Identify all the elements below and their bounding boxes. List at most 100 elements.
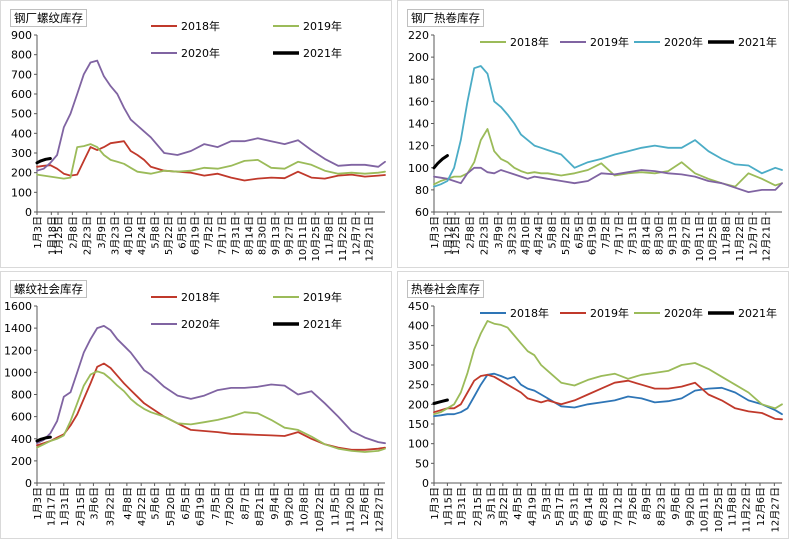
x-tick-label: 8月30日 bbox=[257, 216, 269, 255]
x-tick-label: 4月5日 bbox=[512, 487, 524, 520]
x-tick-label: 1月25日 bbox=[53, 216, 65, 255]
x-tick-label: 6月5日 bbox=[573, 216, 585, 249]
legend-label: 2020年 bbox=[181, 317, 220, 331]
series-line-3 bbox=[35, 157, 52, 165]
x-tick-label: 10月11日 bbox=[699, 487, 711, 532]
x-tick-label: 9月13日 bbox=[667, 216, 679, 255]
x-tick-label: 3月22日 bbox=[498, 487, 510, 526]
series-line-0 bbox=[433, 128, 783, 188]
y-tick-label: 60 bbox=[415, 206, 429, 219]
x-tick-label: 4月10日 bbox=[123, 216, 135, 255]
x-tick-label: 12月21日 bbox=[761, 216, 773, 261]
x-tick-label: 7月31日 bbox=[627, 216, 639, 255]
x-tick-label: 6月28日 bbox=[598, 487, 610, 526]
legend-label: 2020年 bbox=[181, 46, 220, 60]
legend-label: 2021年 bbox=[738, 306, 777, 320]
series-line-3 bbox=[432, 398, 449, 405]
x-tick-label: 8月30日 bbox=[654, 216, 666, 255]
chart-title: 热卷社会库存 bbox=[407, 280, 484, 298]
y-tick-label: 200 bbox=[408, 51, 429, 64]
y-tick-label: 400 bbox=[408, 320, 429, 333]
x-tick-label: 9月27日 bbox=[283, 216, 295, 255]
x-tick-label: 3月1日 bbox=[485, 487, 497, 520]
x-tick-label: 1月15日 bbox=[442, 487, 454, 526]
x-tick-label: 3月23日 bbox=[506, 216, 518, 255]
series-line-1 bbox=[433, 373, 783, 421]
legend-label: 2018年 bbox=[510, 306, 549, 320]
chart-panel-hrc-mill: 钢厂热卷库存 60 80 100 120 140 160 180 200 220 1月3日 1月12… bbox=[397, 0, 789, 268]
x-tick-label: 6月19日 bbox=[195, 487, 207, 526]
x-tick-label: 5月8日 bbox=[150, 216, 162, 249]
x-tick-label: 11月8日 bbox=[721, 216, 733, 255]
legend-label: 2020年 bbox=[664, 306, 703, 320]
x-tick-label: 11月8日 bbox=[726, 487, 738, 526]
x-tick-label: 10月25日 bbox=[713, 487, 725, 532]
legend-label: 2019年 bbox=[303, 19, 342, 33]
x-tick-label: 4月24日 bbox=[533, 216, 545, 255]
y-tick-label: 1600 bbox=[4, 300, 32, 313]
x-tick-label: 11月8日 bbox=[324, 216, 336, 255]
x-tick-label: 5月20日 bbox=[165, 487, 177, 526]
x-tick-label: 12月27日 bbox=[373, 487, 385, 532]
y-tick-label: 160 bbox=[408, 95, 429, 108]
x-tick-label: 9月20日 bbox=[283, 487, 295, 526]
series-line-0 bbox=[433, 372, 783, 418]
x-tick-label: 10月25日 bbox=[310, 216, 322, 261]
x-tick-label: 10月8日 bbox=[299, 487, 311, 526]
x-tick-label: 4月19日 bbox=[527, 487, 539, 526]
chart-panel-rebar-social: 螺纹社会库存 0 200 400 600 800 1000 1200 1400 1600 1月3日… bbox=[0, 271, 392, 539]
y-tick-label: 120 bbox=[408, 140, 429, 153]
x-tick-label: 11月22日 bbox=[734, 216, 746, 261]
x-tick-label: 6月5日 bbox=[180, 487, 192, 520]
series-line-3 bbox=[35, 435, 52, 443]
x-tick-label: 5月22日 bbox=[560, 216, 572, 255]
y-tick-label: 50 bbox=[415, 457, 429, 470]
legend-label: 2018年 bbox=[181, 290, 220, 304]
y-tick-label: 200 bbox=[408, 398, 429, 411]
x-tick-label: 3月9日 bbox=[493, 216, 505, 249]
x-tick-label: 8月7日 bbox=[239, 487, 251, 520]
y-tick-label: 300 bbox=[11, 147, 32, 160]
x-tick-label: 7月17日 bbox=[614, 216, 626, 255]
legend-label: 2020年 bbox=[664, 35, 703, 49]
x-tick-label: 7月26日 bbox=[627, 487, 639, 526]
x-tick-label: 4月10日 bbox=[520, 216, 532, 255]
y-tick-label: 100 bbox=[11, 186, 32, 199]
x-tick-label: 9月13日 bbox=[270, 216, 282, 255]
x-tick-label: 11月22日 bbox=[741, 487, 753, 532]
chart-title: 钢厂热卷库存 bbox=[407, 9, 484, 27]
y-tick-label: 140 bbox=[408, 118, 429, 131]
x-tick-label: 3月23日 bbox=[109, 216, 121, 255]
x-tick-label: 2月15日 bbox=[472, 487, 484, 526]
x-tick-label: 1月31日 bbox=[456, 487, 468, 526]
x-tick-label: 3月6日 bbox=[88, 487, 100, 520]
x-tick-label: 7月5日 bbox=[210, 487, 222, 520]
x-tick-label: 12月27日 bbox=[769, 487, 781, 532]
series-line-3 bbox=[432, 154, 449, 170]
legend-label: 2019年 bbox=[303, 290, 342, 304]
chart-svg: 0 200 400 600 800 1000 1200 1400 1600 1月3日 1月17日 1月… bbox=[4, 290, 386, 532]
y-tick-label: 80 bbox=[415, 184, 429, 197]
legend-label: 2018年 bbox=[510, 35, 549, 49]
series-line-2 bbox=[433, 65, 783, 188]
y-tick-label: 1000 bbox=[4, 366, 32, 379]
y-tick-label: 1200 bbox=[4, 344, 32, 357]
x-tick-label: 7月20日 bbox=[224, 487, 236, 526]
x-tick-label: 8月21日 bbox=[254, 487, 266, 526]
x-tick-label: 1月12日 bbox=[442, 216, 454, 255]
x-tick-label: 9月6日 bbox=[670, 487, 682, 520]
x-tick-label: 12月21日 bbox=[364, 216, 376, 261]
x-tick-label: 4月8日 bbox=[122, 487, 134, 520]
x-tick-label: 5月31日 bbox=[569, 487, 581, 526]
chart-panel-rebar-mill: 钢厂螺纹库存 0 100 200 300 400 500 600 700 800 900 1月3日 1… bbox=[0, 0, 392, 268]
x-tick-label: 12月7日 bbox=[350, 216, 362, 255]
x-tick-label: 1月3日 bbox=[429, 487, 441, 520]
x-tick-label: 10月11日 bbox=[694, 216, 706, 261]
y-tick-label: 150 bbox=[408, 418, 429, 431]
x-tick-label: 3月9日 bbox=[96, 216, 108, 249]
y-tick-label: 300 bbox=[408, 359, 429, 372]
x-tick-label: 2月15日 bbox=[75, 487, 87, 526]
series-line-1 bbox=[36, 143, 386, 180]
x-tick-label: 5月3日 bbox=[541, 487, 553, 520]
